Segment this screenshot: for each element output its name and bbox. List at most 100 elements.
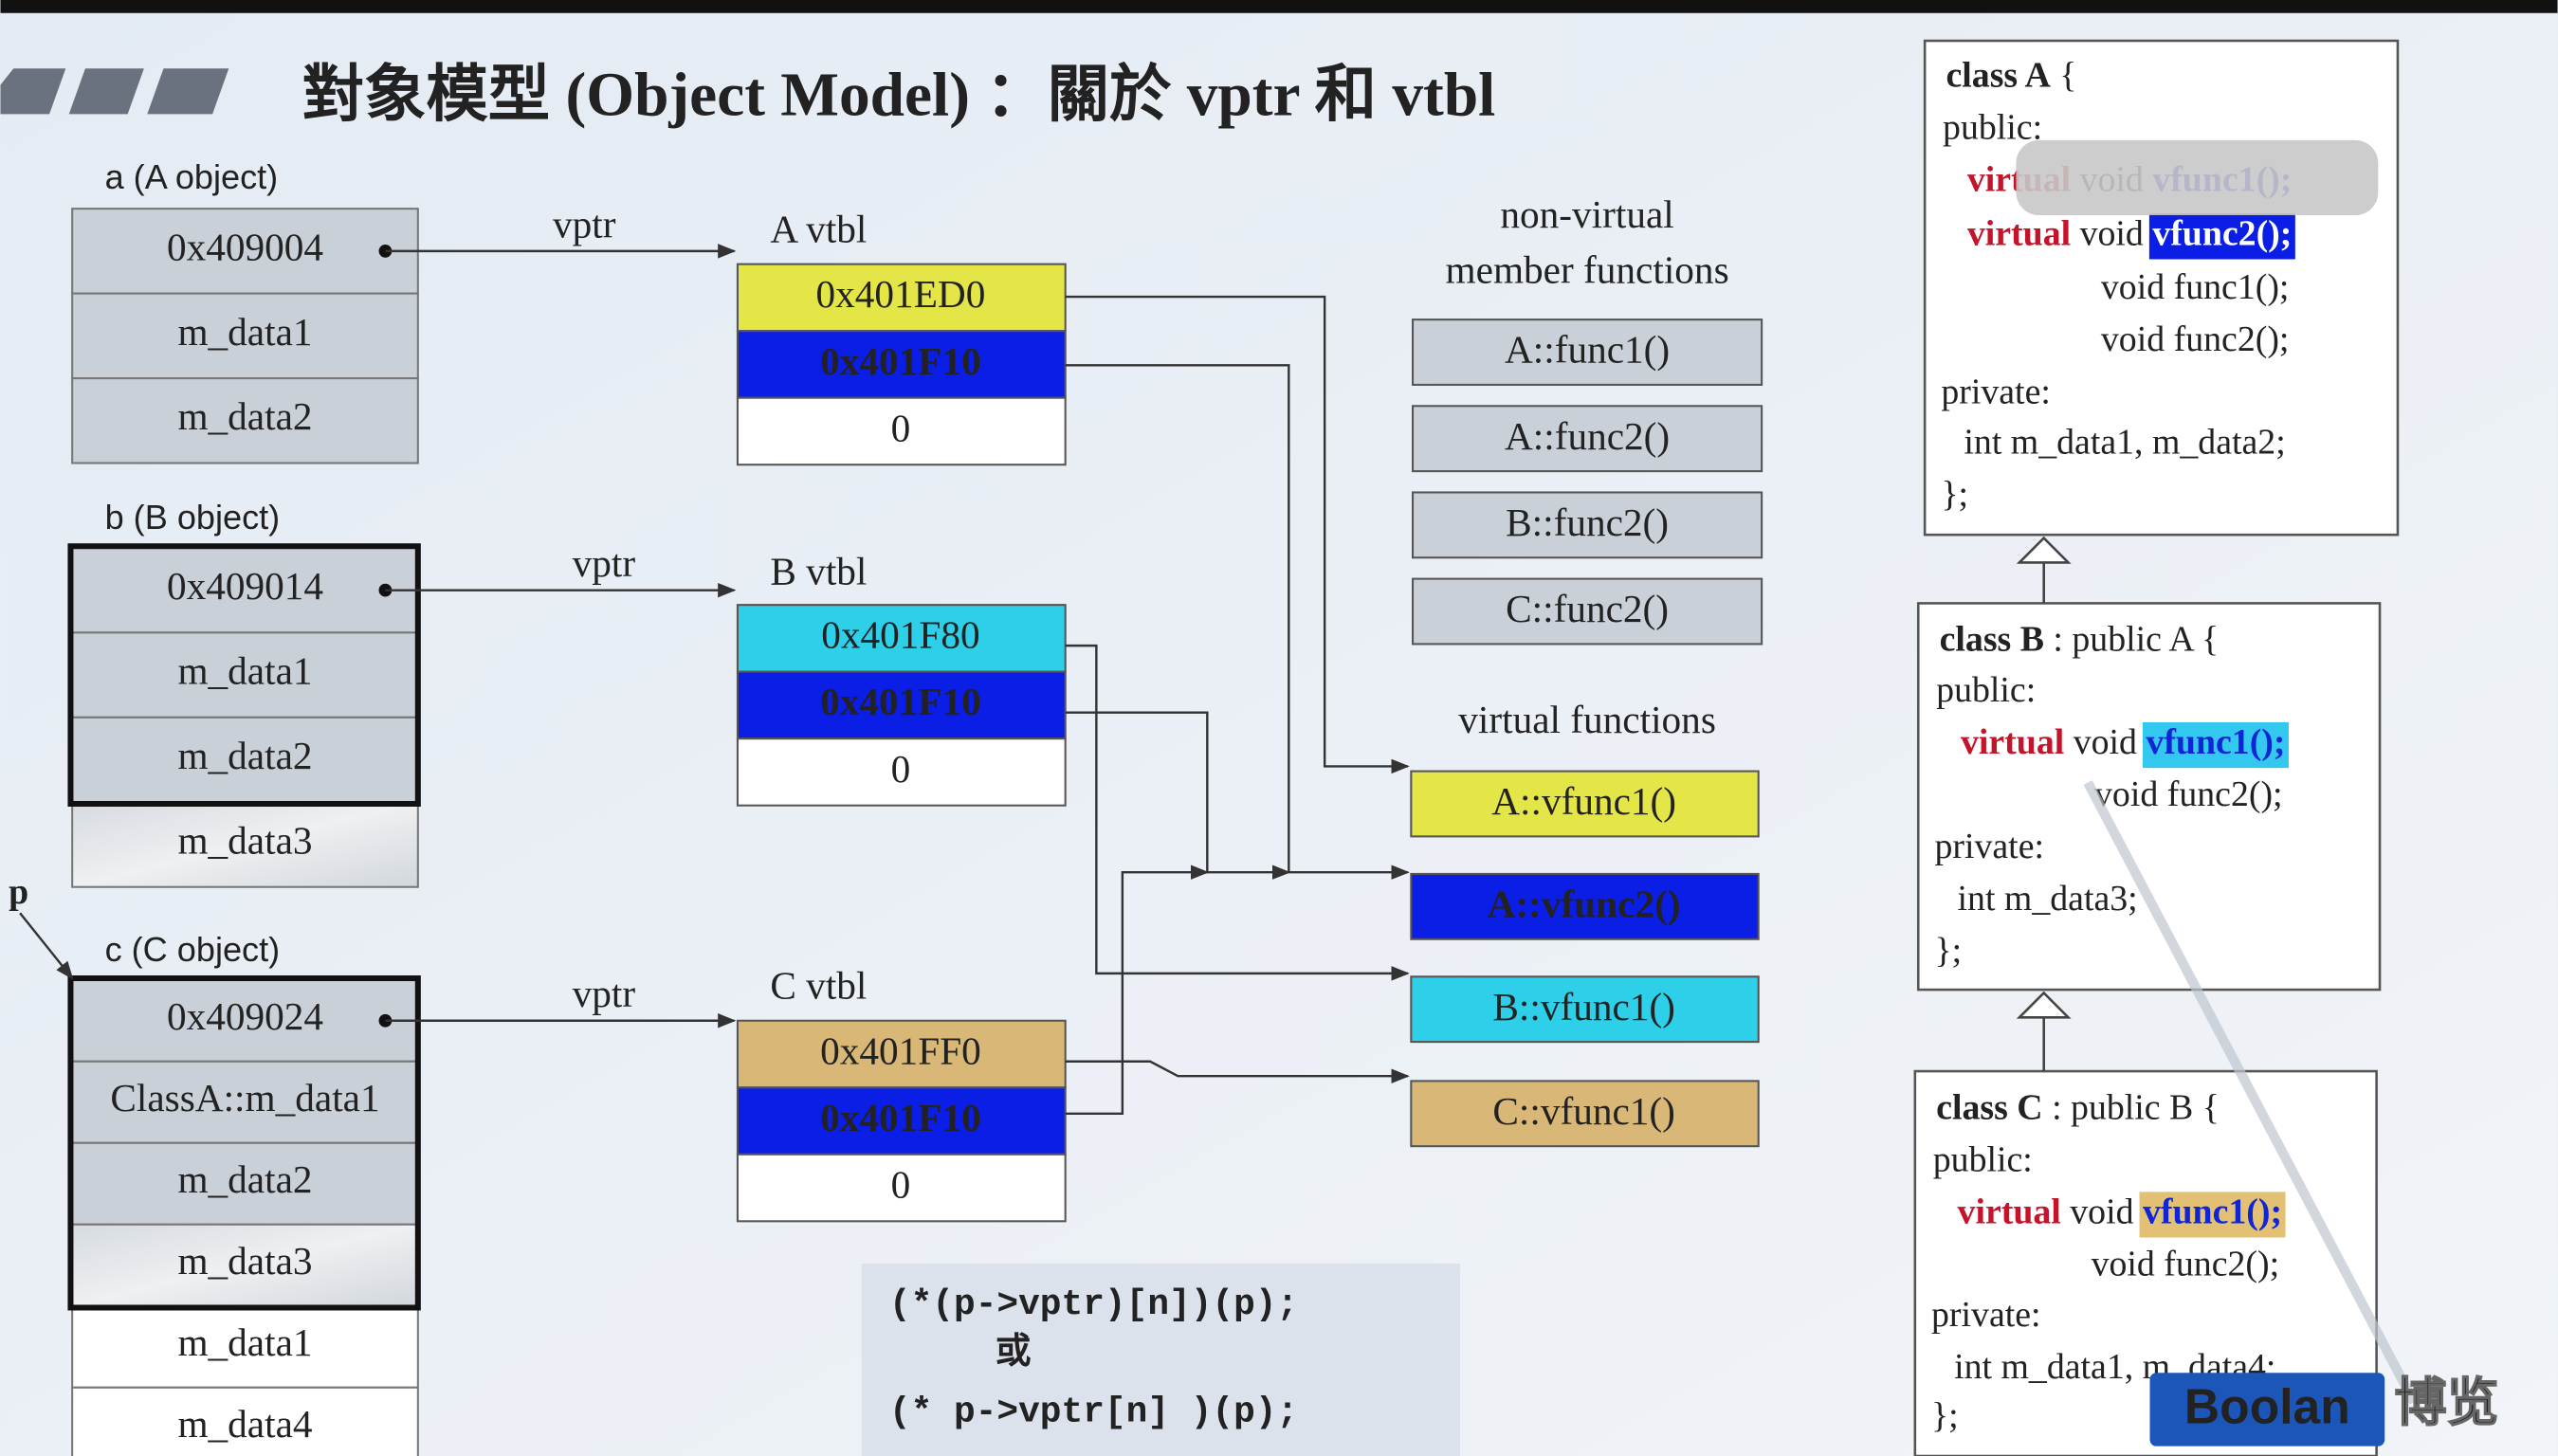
virtual-function-box [1410, 1080, 1760, 1148]
object-cell-text: m_data3 [177, 818, 312, 862]
vtbl-label: B vtbl [770, 550, 867, 593]
code-token: void func2(); [2092, 1244, 2280, 1283]
class-code-line: class A { [1946, 55, 2076, 95]
object-cell [71, 208, 419, 295]
class-code-line: public: [1933, 1139, 2033, 1179]
class-code-line: }; [1941, 474, 1968, 514]
connector [1065, 364, 1410, 880]
code-token: }; [1941, 474, 1968, 514]
class-code-line: class B : public A { [1940, 619, 2220, 659]
object-label: a (A object) [105, 157, 279, 196]
class-code-line: }; [1934, 931, 1962, 971]
class-code-line: virtual void vfunc2(); [1967, 213, 2293, 253]
vtbl-entry [736, 1019, 1067, 1089]
connector [1065, 644, 1410, 981]
vtbl-entry-text: 0x401FF0 [820, 1028, 981, 1072]
vtbl-entry [736, 737, 1067, 807]
code-highlight [2148, 213, 2295, 260]
code-token: int m_data3; [1958, 879, 2138, 919]
class-code-line: virtual void vfunc1(); [1961, 722, 2286, 762]
class-code-line: public: [1936, 670, 2036, 710]
vtbl-entry [736, 1153, 1067, 1223]
virtual-function-box [1410, 770, 1760, 838]
watermark-logo: Boolan [2184, 1378, 2350, 1433]
vtbl-entry [736, 670, 1067, 740]
vtbl-entry-text: 0x401F80 [821, 613, 979, 657]
class-code-line: void func1(); [2101, 267, 2290, 307]
object-cell-text: m_data1 [177, 1320, 312, 1364]
pointer-label: p [9, 872, 28, 912]
vtbl-entry [736, 263, 1067, 333]
function-box [1412, 405, 1763, 473]
code-token: private: [1941, 372, 2051, 411]
object-cell [71, 801, 419, 888]
connector [19, 912, 74, 980]
watermark-box [2149, 1373, 2385, 1447]
vtbl-entry-text: 0x401F10 [820, 1096, 981, 1139]
vtbl-entry-text: 0 [891, 1162, 911, 1206]
blur-patch [2016, 139, 2379, 216]
class-code-line: class C : public B { [1936, 1087, 2220, 1127]
code-token: vfunc2(); [2152, 213, 2292, 253]
vtbl-entry [736, 1086, 1067, 1156]
virtual-function-box [1410, 975, 1760, 1044]
class-box [1916, 602, 2382, 992]
code-token: { [2051, 55, 2077, 95]
code-token: : public B { [2043, 1087, 2220, 1127]
vtbl-entry-text: 0x401F10 [820, 680, 981, 723]
object-frame [67, 543, 421, 807]
code-token: public: [1936, 670, 2036, 710]
function-box [1412, 577, 1763, 646]
vtbl-entry [736, 396, 1067, 466]
call-code-line: 或 [996, 1332, 1032, 1372]
code-token: private: [1934, 827, 2044, 866]
connector [1065, 295, 1410, 774]
class-code-line: private: [1934, 827, 2044, 866]
vtbl-entry-text: 0x401F10 [820, 339, 981, 383]
object-cell-text: m_data3 [177, 1239, 312, 1283]
code-token: void [2061, 1192, 2143, 1231]
class-code-line: virtual void vfunc1(); [1958, 1192, 2283, 1231]
decoration [0, 68, 229, 115]
code-box [861, 1264, 1460, 1456]
vptr-label: vptr [553, 202, 616, 246]
object-cell-text: ClassA::m_data1 [110, 1076, 379, 1119]
virtual-function-name: A::vfunc1() [1491, 779, 1676, 824]
object-cell [71, 377, 419, 464]
object-cell [71, 978, 419, 1063]
connector [1065, 1060, 1410, 1083]
code-token: vfunc1(); [2143, 1192, 2282, 1231]
virtual-function-name: A::vfunc2() [1488, 883, 1681, 927]
code-token: virtual [1961, 722, 2064, 762]
object-cell [71, 292, 419, 380]
code-token: virtual [1958, 1192, 2061, 1231]
object-cell-text: m_data4 [177, 1402, 312, 1446]
object-cell-text: m_data2 [177, 734, 312, 777]
code-token: void [2071, 213, 2152, 253]
object-label: c (C object) [105, 930, 281, 969]
object-label: b (B object) [105, 498, 281, 537]
code-token: class C [1936, 1087, 2042, 1127]
code-token: void func2(); [2094, 774, 2283, 814]
code-token: virtual [1967, 213, 2071, 253]
vtbl-entry-text: 0 [891, 747, 911, 791]
section-heading: non-virtual [1500, 192, 1673, 236]
code-token: void func2(); [2101, 319, 2290, 359]
function-box [1412, 491, 1763, 559]
code-highlight [2142, 721, 2289, 769]
vptr-label: vptr [573, 541, 636, 585]
code-token: void func1(); [2101, 267, 2290, 307]
object-cell [71, 1141, 419, 1226]
virtual-function-name: C::vfunc1() [1492, 1089, 1675, 1134]
class-code-line: public: [1943, 107, 2042, 147]
function-box [1412, 318, 1763, 386]
class-code-line: int m_data1, m_data2; [1964, 422, 2285, 462]
class-code-line: private: [1931, 1294, 2041, 1334]
code-highlight [2139, 1192, 2286, 1238]
code-token: }; [1934, 931, 1962, 971]
object-cell-text: 0x409014 [167, 564, 323, 608]
vtbl-label: A vtbl [770, 207, 867, 250]
object-cell-text: m_data2 [177, 1157, 312, 1201]
slide-title: 對象模型 (Object Model) ：關於 vptr 和 vtbl [302, 61, 1496, 130]
